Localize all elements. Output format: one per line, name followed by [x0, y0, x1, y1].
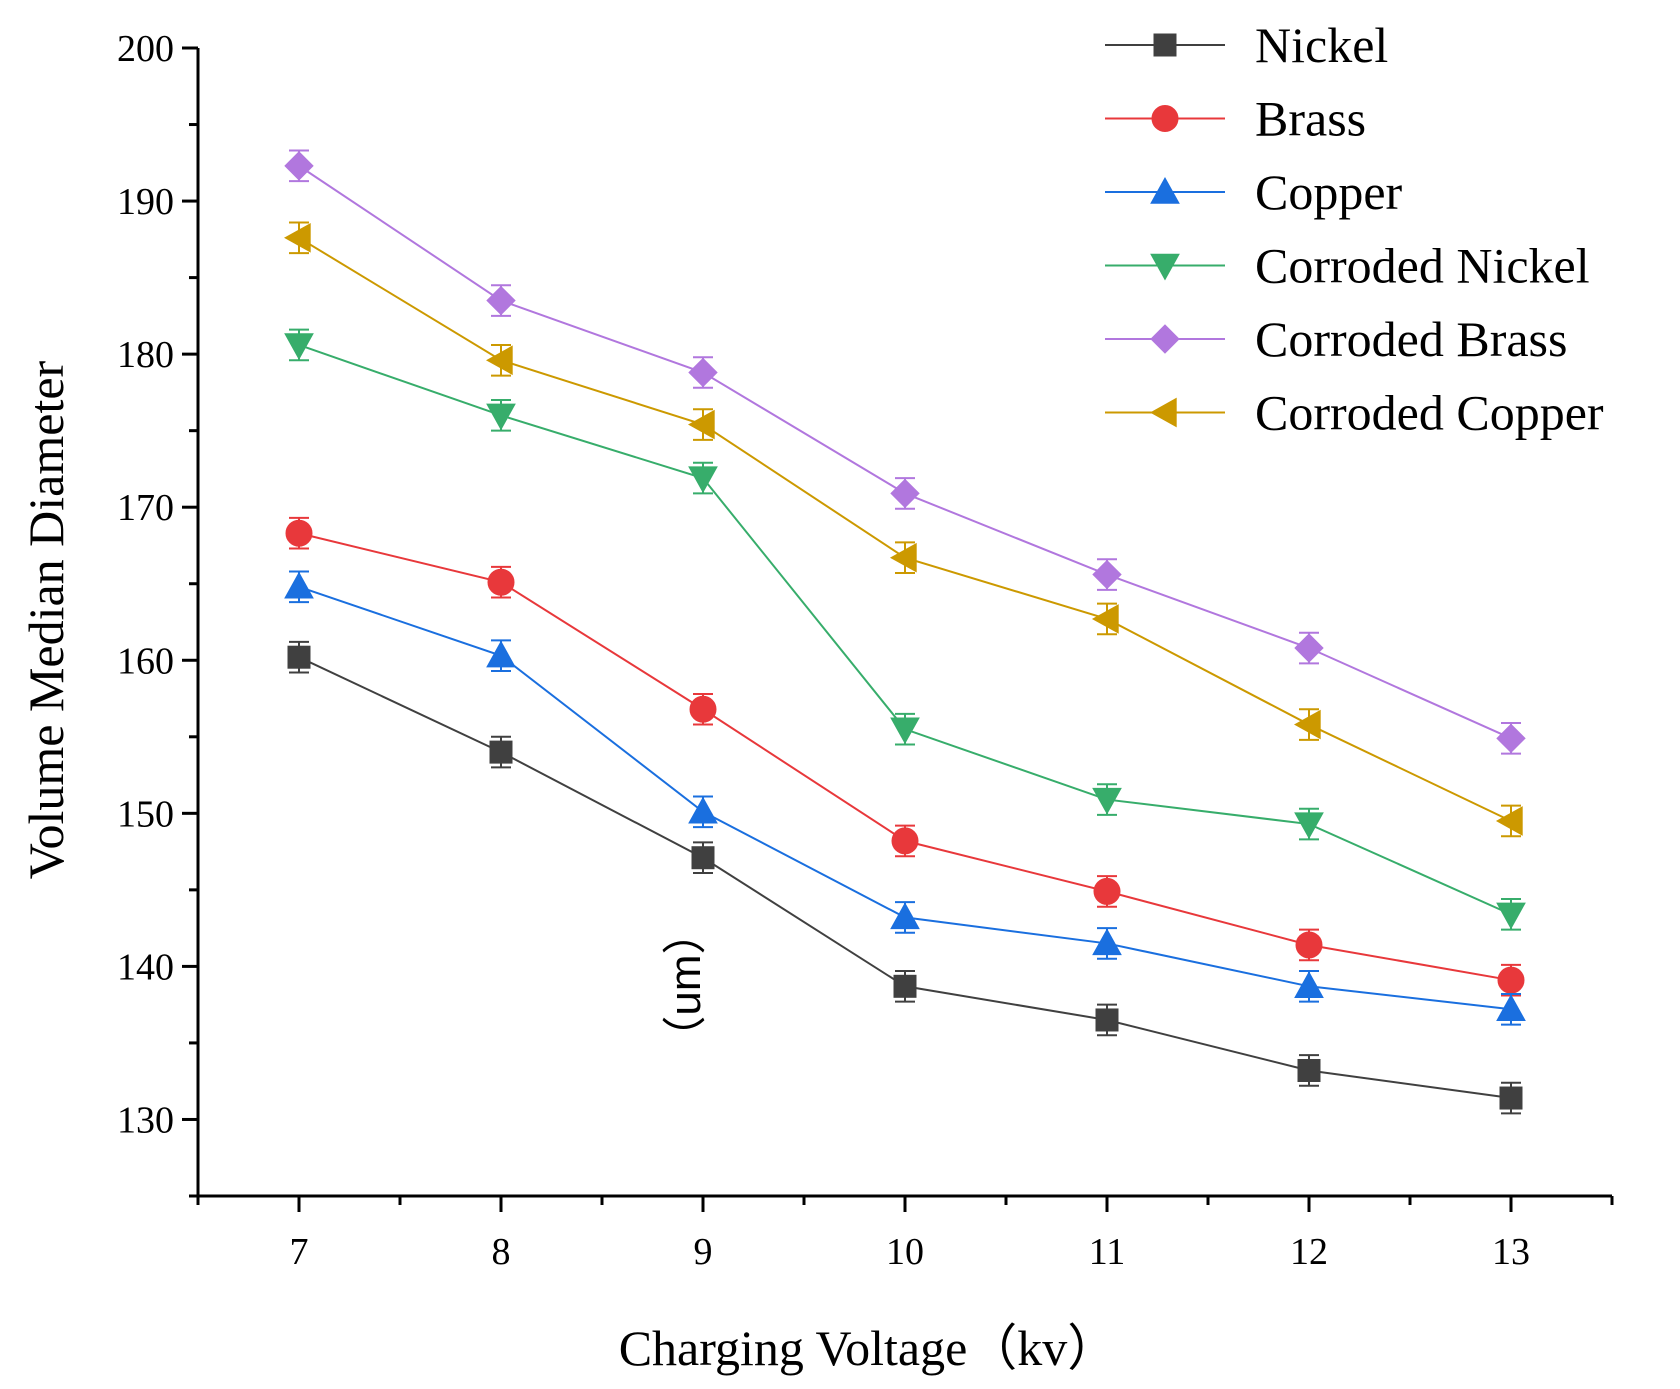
legend-label: Corroded Copper [1255, 385, 1604, 441]
legend-marker [1151, 105, 1179, 132]
data-point [890, 717, 920, 745]
x-ticks: 7 8 9 10 11 12 13 [196, 1196, 1614, 1273]
series-corroded-nickel [284, 328, 1526, 931]
y-ticks: 130 140 150 160 170 180 190 200 [117, 28, 198, 1198]
data-point [890, 478, 920, 509]
legend-label: Brass [1255, 91, 1366, 147]
y-tick-label: 150 [117, 793, 174, 835]
x-tick-label: 10 [886, 1231, 924, 1273]
data-point [1297, 1058, 1321, 1082]
legend-item: Copper [1105, 164, 1403, 220]
series-brass [285, 516, 1525, 997]
data-point [1295, 931, 1323, 959]
y-tick-label: 200 [117, 28, 174, 70]
legend-item: Corroded Brass [1105, 311, 1567, 367]
series-corroded-brass [284, 149, 1526, 755]
data-point [688, 466, 718, 494]
legend-item: Corroded Copper [1105, 385, 1604, 441]
data-point [691, 846, 715, 870]
y-tick-label: 190 [117, 181, 174, 223]
data-point [889, 542, 917, 573]
data-point [1294, 812, 1324, 840]
x-tick-label: 13 [1492, 1231, 1530, 1273]
data-point [1091, 604, 1119, 634]
data-point [1496, 723, 1526, 754]
legend-item: Nickel [1105, 17, 1388, 73]
data-point [1496, 994, 1526, 1021]
legend: Nickel Brass Copper Corroded Nickel Corroded… [1105, 17, 1604, 441]
data-point [1095, 1008, 1119, 1032]
x-tick-label: 11 [1089, 1231, 1126, 1273]
legend-marker [1153, 33, 1177, 57]
data-point [687, 409, 715, 440]
data-point [1294, 971, 1324, 998]
legend-label: Corroded Nickel [1255, 238, 1590, 294]
data-point [1293, 709, 1321, 740]
stray-unit-label: （um） [661, 910, 710, 1059]
y-tick-label: 140 [117, 946, 174, 988]
data-point [1499, 1086, 1523, 1110]
series-copper [284, 570, 1526, 1026]
data-point [486, 403, 516, 431]
series-corroded-copper [283, 221, 1523, 838]
data-point [1496, 902, 1526, 930]
x-axis-title: Charging Voltage（kv） [619, 1320, 1118, 1376]
series-nickel [287, 640, 1523, 1115]
data-point [487, 568, 515, 596]
data-point [1093, 877, 1121, 905]
data-point [1092, 559, 1122, 590]
data-point [285, 519, 313, 547]
data-point [688, 357, 718, 388]
data-point [688, 796, 718, 824]
x-tick-label: 12 [1290, 1231, 1328, 1273]
series-line [298, 585, 1512, 1011]
data-point [489, 740, 513, 764]
data-point [485, 345, 513, 376]
legend-item: Corroded Nickel [1105, 238, 1590, 294]
x-tick-label: 8 [492, 1231, 511, 1273]
legend-item: Brass [1105, 91, 1366, 147]
y-axis-title: Volume Median Diameter [18, 360, 74, 879]
data-point [486, 640, 516, 668]
y-tick-label: 180 [117, 334, 174, 376]
legend-label: Corroded Brass [1255, 311, 1567, 367]
data-point [689, 695, 717, 723]
legend-marker [1150, 176, 1180, 204]
data-point [1497, 966, 1525, 994]
data-point [284, 333, 314, 360]
data-point [890, 902, 920, 930]
data-point [283, 222, 311, 253]
series-layer [283, 149, 1526, 1115]
data-point [893, 974, 917, 998]
y-tick-label: 160 [117, 640, 174, 682]
axes: 130 140 150 160 170 180 190 200 7 8 9 10 11 12 13 [117, 28, 1614, 1273]
data-point [1495, 806, 1523, 836]
y-tick-label: 130 [117, 1099, 174, 1141]
data-point [1092, 787, 1122, 815]
data-point [284, 151, 314, 181]
y-tick-label: 170 [117, 487, 174, 529]
data-point [287, 645, 311, 669]
legend-marker [1150, 324, 1180, 354]
x-tick-label: 9 [694, 1231, 713, 1273]
data-point [284, 571, 314, 599]
data-point [891, 827, 919, 855]
x-tick-label: 7 [290, 1231, 309, 1273]
legend-marker [1149, 397, 1177, 428]
data-point [1294, 633, 1324, 663]
data-point [1092, 928, 1122, 956]
data-point [486, 285, 516, 316]
legend-marker [1150, 253, 1180, 281]
legend-label: Copper [1255, 164, 1403, 220]
legend-label: Nickel [1255, 17, 1388, 73]
